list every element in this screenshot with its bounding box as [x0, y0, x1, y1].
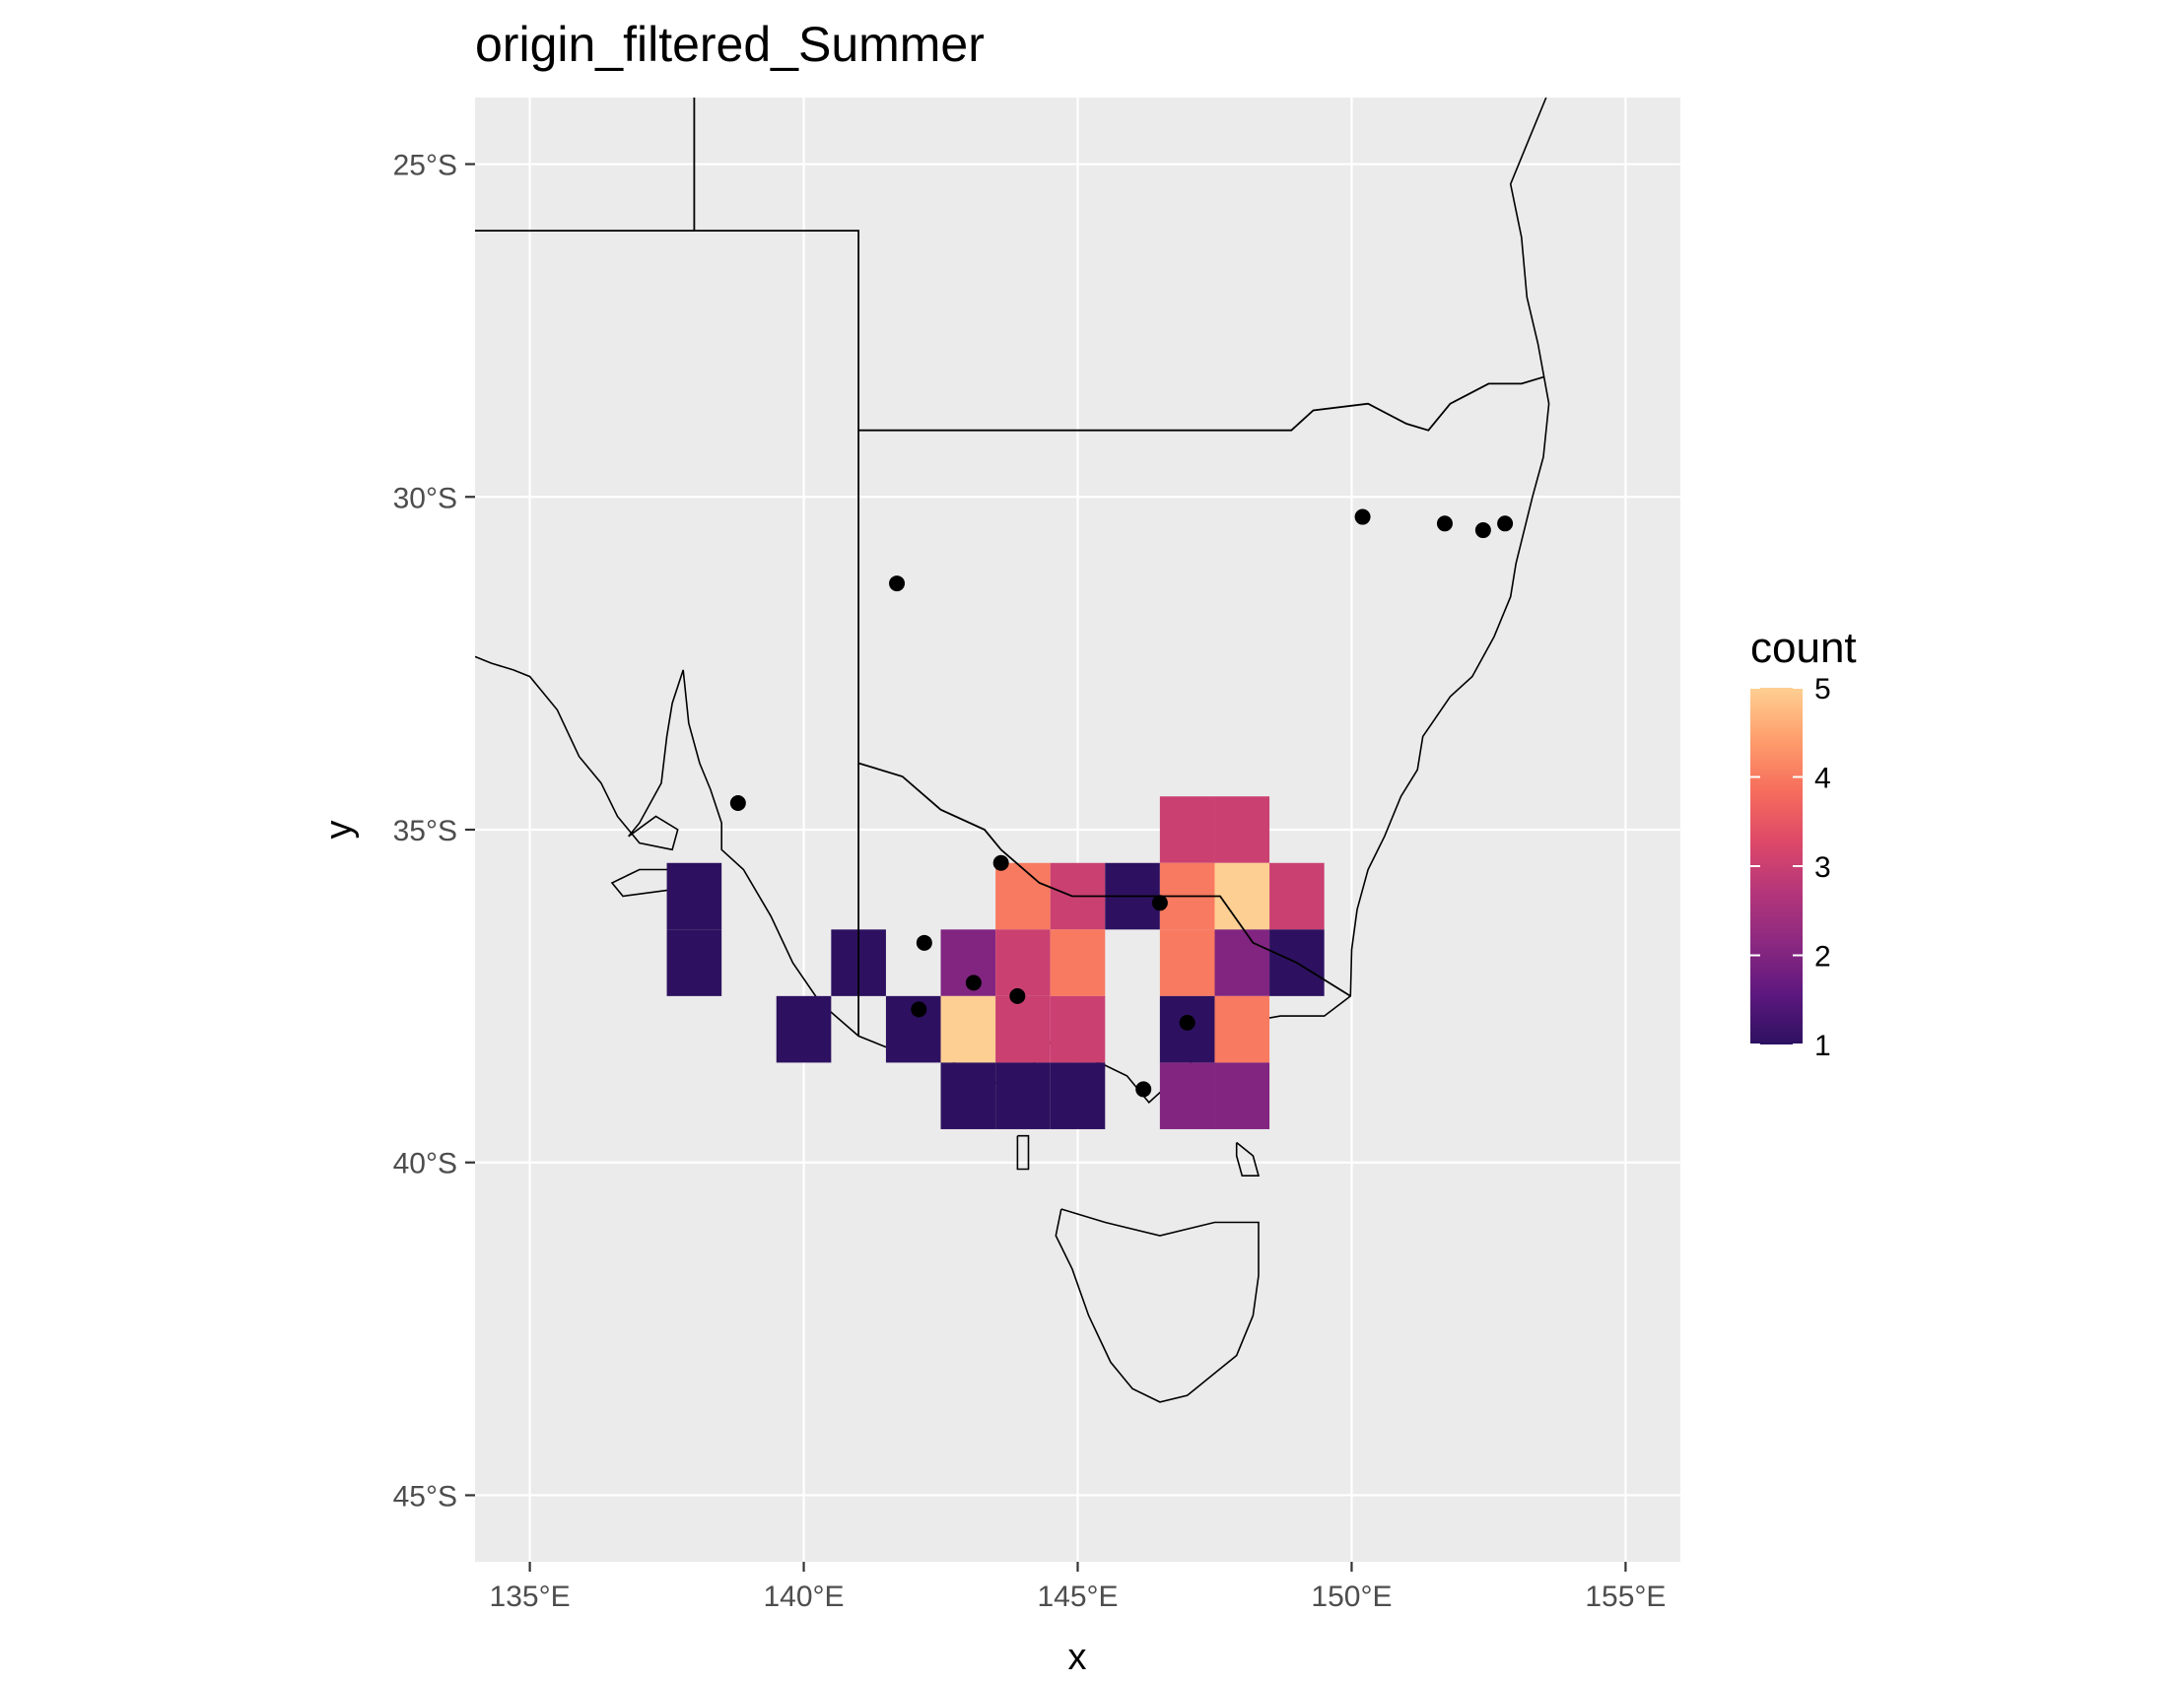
x-axis-title: x	[1068, 1637, 1087, 1678]
heatmap-cell	[1214, 995, 1270, 1063]
heatmap-cell	[940, 995, 996, 1063]
state-boundary	[694, 230, 859, 1037]
origin-point	[1474, 522, 1491, 539]
legend-label: 4	[1814, 763, 1831, 795]
legend-label: 2	[1814, 941, 1831, 974]
heatmap-cell	[1214, 862, 1270, 930]
y-tick-label: 40°S	[393, 1148, 457, 1180]
origin-point	[1436, 515, 1453, 532]
y-axis-title: y	[318, 821, 360, 840]
origin-point	[1135, 1081, 1152, 1098]
origin-point	[1179, 1014, 1195, 1031]
legend-label: 3	[1814, 851, 1831, 884]
y-tick-label: 25°S	[393, 150, 457, 182]
legend-label: 1	[1814, 1030, 1831, 1062]
heatmap-cell	[940, 1062, 996, 1129]
heatmap-cell	[1050, 995, 1106, 1063]
state-boundaries	[475, 98, 1544, 1037]
heatmap-cell	[995, 862, 1051, 930]
x-tick-label: 135°E	[490, 1581, 571, 1613]
heatmap-cell	[666, 929, 722, 996]
origin-point	[889, 575, 906, 592]
grid-lines	[475, 98, 1680, 1562]
x-tick-label: 145°E	[1037, 1581, 1118, 1613]
heatmap-cell	[1159, 929, 1215, 996]
heatmap-cell	[995, 995, 1051, 1063]
x-tick-label: 140°E	[764, 1581, 845, 1613]
origin-point	[1151, 895, 1168, 911]
coastline	[1235, 1141, 1261, 1177]
y-tick-label: 30°S	[393, 482, 457, 514]
legend-title: count	[1750, 624, 1857, 672]
x-tick-label: 155°E	[1585, 1581, 1666, 1613]
heatmap-cell	[1159, 796, 1215, 863]
heatmap-cell	[995, 929, 1051, 996]
coastline	[1055, 1208, 1260, 1403]
state-boundary	[857, 762, 1351, 997]
heatmap-cell	[1269, 862, 1325, 930]
heatmap-cell	[1159, 1062, 1215, 1129]
origin-points	[729, 508, 1514, 1098]
y-tick-label: 45°S	[393, 1480, 457, 1513]
origin-point	[729, 794, 746, 811]
x-tick-label: 150°E	[1311, 1581, 1392, 1613]
heatmap-cell	[995, 1062, 1051, 1129]
heatmap-cell	[1214, 1062, 1270, 1129]
coastline	[1016, 1134, 1030, 1171]
origin-point	[916, 934, 932, 951]
heatmap-cell	[1214, 929, 1270, 996]
heatmap-cell	[1214, 796, 1270, 863]
legend-label: 5	[1814, 673, 1831, 706]
origin-point	[965, 975, 982, 991]
heatmap-cell	[1050, 929, 1106, 996]
origin-point	[1009, 987, 1026, 1004]
origin-point	[992, 854, 1009, 871]
legend: count 1 2 3 4 5	[1750, 624, 1857, 1062]
axes: 135°E 140°E 145°E 150°E 155°E 25°S 30°S 35°S 40°…	[393, 150, 1667, 1613]
origin-point	[1354, 508, 1371, 525]
origin-point	[911, 1001, 927, 1018]
heatmap-cell	[776, 995, 832, 1063]
origin-point	[1497, 515, 1514, 532]
heatmap-cell	[666, 862, 722, 930]
state-boundary	[858, 375, 1544, 432]
chart-title: origin_filtered_Summer	[475, 17, 985, 72]
y-tick-label: 35°S	[393, 815, 457, 847]
heatmap-cell	[1050, 1062, 1106, 1129]
